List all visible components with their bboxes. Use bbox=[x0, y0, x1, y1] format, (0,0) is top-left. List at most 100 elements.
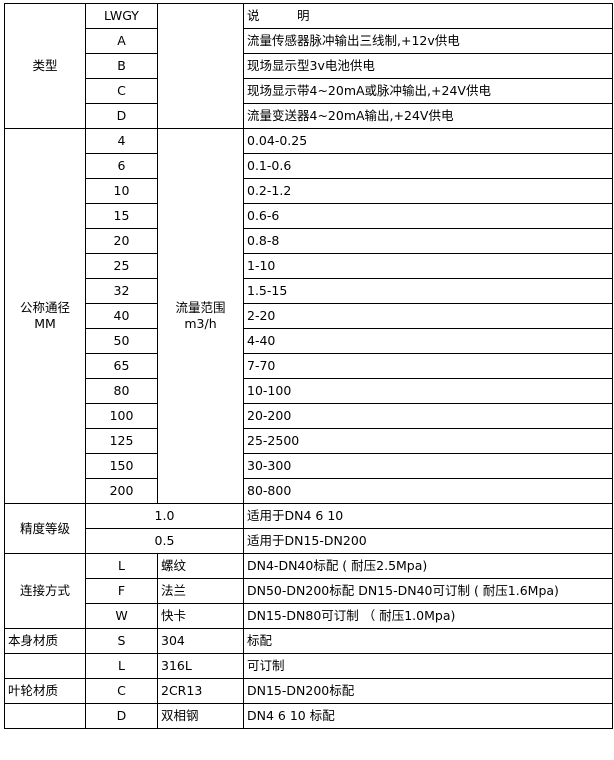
flow-range: 0.1-0.6 bbox=[243, 153, 613, 179]
material-desc-text: 可订制 bbox=[247, 658, 285, 673]
header-row: 类型 LWGY 说 明 bbox=[4, 3, 613, 129]
diameter-label-text: MM bbox=[34, 316, 56, 331]
material-code: L bbox=[85, 653, 158, 679]
connection-name: 法兰 bbox=[157, 578, 244, 604]
flow-range: 2-20 bbox=[243, 303, 613, 329]
flow-range: 1.5-15 bbox=[243, 278, 613, 304]
diameter-size-text: 200 bbox=[109, 483, 134, 498]
diameter-row: 100 20-200 bbox=[5, 403, 613, 429]
accuracy-desc: 适用于DN4 6 10 bbox=[243, 503, 613, 529]
connection-code-text: F bbox=[117, 583, 126, 598]
accuracy-grade: 0.5 bbox=[85, 528, 244, 554]
diameter-row: 80 10-100 bbox=[5, 378, 613, 404]
accuracy-desc-text: 适用于DN15-DN200 bbox=[247, 533, 367, 548]
type-code: D bbox=[85, 103, 158, 129]
connection-code-text: L bbox=[118, 558, 125, 573]
flow-range-text: 1-10 bbox=[247, 258, 276, 273]
type-row: D 流量变送器4~20mA输出,+24V供电 bbox=[5, 103, 613, 129]
flow-range-text: 0.8-8 bbox=[247, 233, 280, 248]
material-code: D bbox=[85, 703, 158, 729]
material-code: S bbox=[85, 628, 158, 654]
type-desc-text: 现场显示带4~20mA或脉冲输出,+24V供电 bbox=[247, 83, 491, 98]
type-code: B bbox=[85, 53, 158, 79]
type-desc: 现场显示型3v电池供电 bbox=[243, 53, 613, 79]
type-desc-text: 流量变送器4~20mA输出,+24V供电 bbox=[247, 108, 454, 123]
flow-range: 80-800 bbox=[243, 478, 613, 504]
flow-range-text: 0.04-0.25 bbox=[247, 133, 308, 148]
impeller-material-row: 叶轮材质 C 2CR13 DN15-DN200标配 bbox=[4, 678, 613, 704]
flow-range-text: 0.1-0.6 bbox=[247, 158, 292, 173]
material-name: 316L bbox=[157, 653, 244, 679]
connection-code: W bbox=[85, 603, 158, 629]
type-desc: 流量传感器脉冲输出三线制,+12v供电 bbox=[243, 28, 613, 54]
impeller-material-label-text: 叶轮材质 bbox=[8, 683, 59, 698]
diameter-size-text: 50 bbox=[113, 333, 130, 348]
connection-row: W 快卡 DN15-DN80可订制 （ 耐压1.0Mpa) bbox=[5, 603, 613, 629]
flow-range-text: 0.2-1.2 bbox=[247, 183, 292, 198]
diameter-size: 40 bbox=[85, 303, 158, 329]
material-desc: DN4 6 10 标配 bbox=[243, 703, 613, 729]
connection-name: 螺纹 bbox=[157, 553, 244, 579]
accuracy-row: 0.5 适用于DN15-DN200 bbox=[5, 528, 613, 554]
flow-range-label-text: m3/h bbox=[184, 316, 217, 331]
diameter-size: 80 bbox=[85, 378, 158, 404]
type-desc-text: 现场显示型3v电池供电 bbox=[247, 58, 375, 73]
type-code: C bbox=[85, 78, 158, 104]
connection-row: F 法兰 DN50-DN200标配 DN15-DN40可订制 ( 耐压1.6Mpa) bbox=[5, 578, 613, 604]
diameter-size-text: 100 bbox=[109, 408, 134, 423]
flow-range-text: 1.5-15 bbox=[247, 283, 288, 298]
connection-desc-text: DN4-DN40标配 ( 耐压2.5Mpa) bbox=[247, 558, 428, 573]
desc-header: 说 明 bbox=[243, 3, 613, 29]
connection-row: 连接方式 L 螺纹 DN4-DN40标配 ( 耐压2.5Mpa) bbox=[4, 553, 613, 629]
diameter-row: 150 30-300 bbox=[5, 453, 613, 479]
flow-range: 0.6-6 bbox=[243, 203, 613, 229]
material-desc-text: DN15-DN200标配 bbox=[247, 683, 355, 698]
type-desc: 流量变送器4~20mA输出,+24V供电 bbox=[243, 103, 613, 129]
desc-header-text: 说 明 bbox=[247, 8, 310, 23]
diameter-size-text: 15 bbox=[113, 208, 130, 223]
type-label: 类型 bbox=[4, 3, 86, 129]
diameter-size-text: 40 bbox=[113, 308, 130, 323]
diameter-row: 40 2-20 bbox=[5, 303, 613, 329]
diameter-size-text: 65 bbox=[113, 358, 130, 373]
flow-range: 0.2-1.2 bbox=[243, 178, 613, 204]
connection-desc: DN15-DN80可订制 （ 耐压1.0Mpa) bbox=[243, 603, 613, 629]
flow-range-text: 2-20 bbox=[247, 308, 276, 323]
spec-table: 类型 LWGY 说 明 A 流量传感器脉冲输出三线制,+12v供电 B 现场显示型3v电池供… bbox=[4, 3, 613, 729]
accuracy-grade-text: 0.5 bbox=[154, 533, 175, 548]
connection-name: 快卡 bbox=[157, 603, 244, 629]
diameter-size: 25 bbox=[85, 253, 158, 279]
accuracy-label: 精度等级 bbox=[4, 503, 86, 554]
connection-name-text: 快卡 bbox=[161, 608, 187, 623]
connection-desc: DN4-DN40标配 ( 耐压2.5Mpa) bbox=[243, 553, 613, 579]
diameter-size-text: 4 bbox=[117, 133, 126, 148]
diameter-row: 50 4-40 bbox=[5, 328, 613, 354]
empty-cell bbox=[4, 703, 86, 729]
body-material-label: 本身材质 bbox=[4, 628, 86, 654]
flow-range: 10-100 bbox=[243, 378, 613, 404]
diameter-row: 25 1-10 bbox=[5, 253, 613, 279]
flow-range-text: 7-70 bbox=[247, 358, 276, 373]
empty-cell bbox=[157, 3, 244, 129]
diameter-label: 公称通径 MM bbox=[4, 128, 86, 504]
diameter-row: 125 25-2500 bbox=[5, 428, 613, 454]
material-code-text: S bbox=[117, 633, 126, 648]
connection-desc-text: DN15-DN80可订制 （ 耐压1.0Mpa) bbox=[247, 608, 456, 623]
diameter-size: 125 bbox=[85, 428, 158, 454]
diameter-size-text: 32 bbox=[113, 283, 130, 298]
type-row: B 现场显示型3v电池供电 bbox=[5, 53, 613, 79]
material-desc: DN15-DN200标配 bbox=[243, 678, 613, 704]
flow-range-text: 20-200 bbox=[247, 408, 292, 423]
impeller-material-label: 叶轮材质 bbox=[4, 678, 86, 704]
flow-range: 7-70 bbox=[243, 353, 613, 379]
flow-range: 0.8-8 bbox=[243, 228, 613, 254]
diameter-size: 32 bbox=[85, 278, 158, 304]
flow-range: 1-10 bbox=[243, 253, 613, 279]
accuracy-grade-text: 1.0 bbox=[154, 508, 175, 523]
material-desc: 标配 bbox=[243, 628, 613, 654]
diameter-size: 150 bbox=[85, 453, 158, 479]
connection-label-text: 连接方式 bbox=[19, 583, 70, 598]
material-desc-text: DN4 6 10 标配 bbox=[247, 708, 335, 723]
flow-range-label-text: 流量范围 bbox=[175, 300, 226, 315]
empty-cell bbox=[4, 653, 86, 679]
